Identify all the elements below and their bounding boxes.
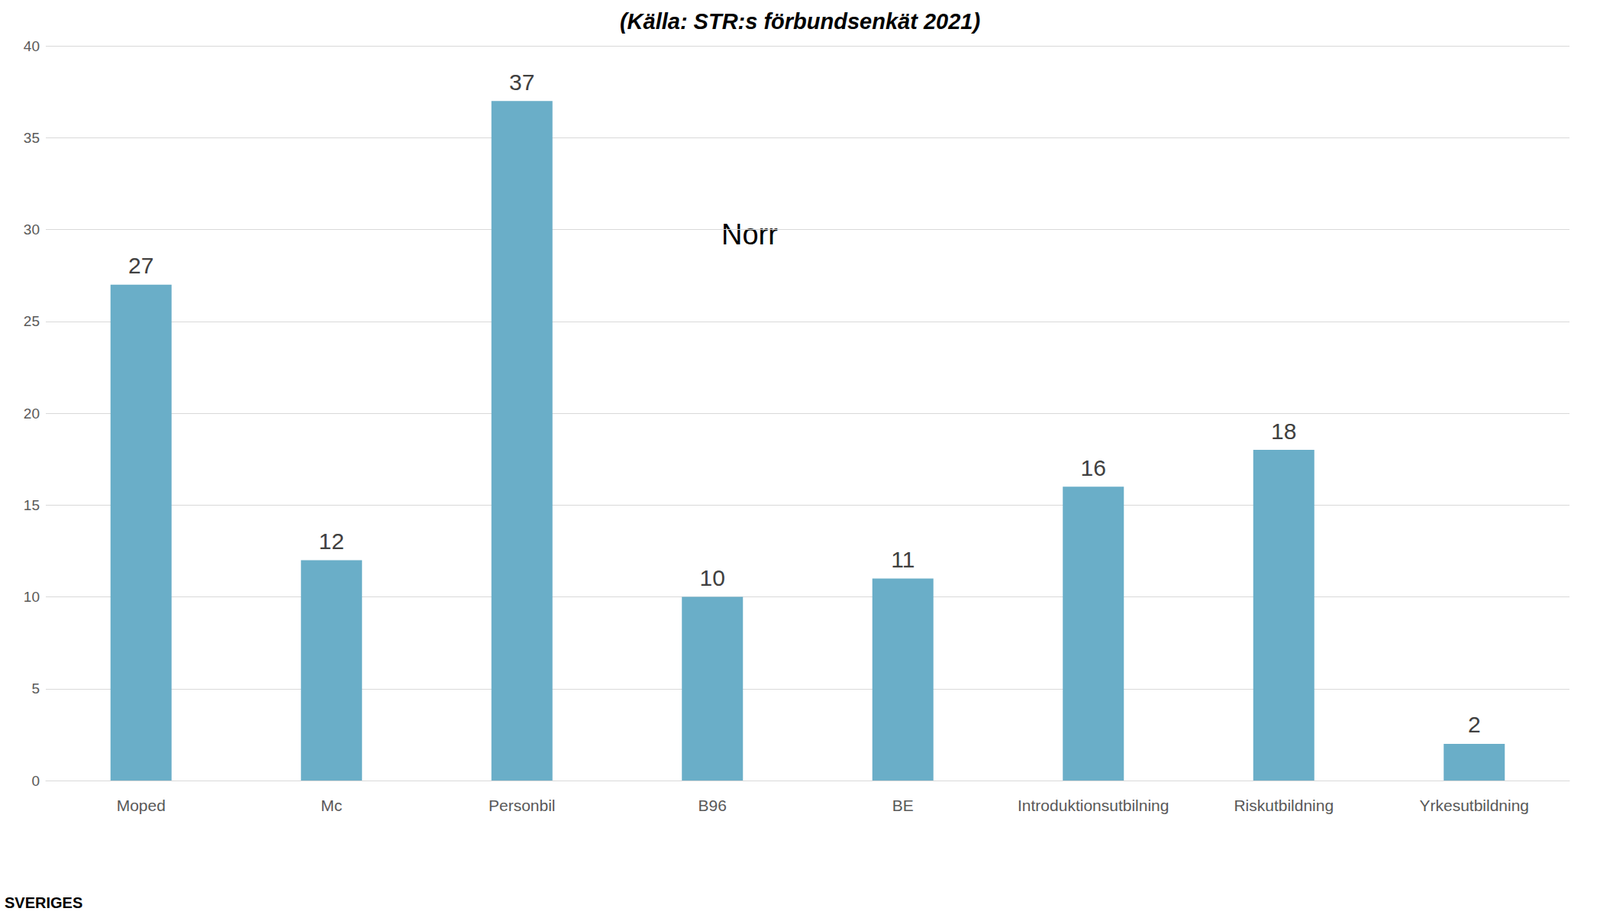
- svg-text:16: 16: [1080, 454, 1107, 481]
- svg-text:SVERIGES: SVERIGES: [4, 893, 83, 911]
- svg-text:BE: BE: [892, 796, 914, 814]
- svg-text:12: 12: [319, 528, 345, 554]
- svg-text:25: 25: [23, 312, 40, 330]
- svg-text:(Källa: STR:s förbundsenkät 20: (Källa: STR:s förbundsenkät 2021): [619, 9, 981, 34]
- svg-text:0: 0: [31, 772, 40, 789]
- svg-text:Moped: Moped: [116, 796, 166, 814]
- svg-text:15: 15: [23, 496, 40, 513]
- svg-text:Personbil: Personbil: [488, 796, 556, 814]
- svg-text:2: 2: [1467, 711, 1481, 737]
- svg-text:18: 18: [1270, 418, 1297, 444]
- svg-text:20: 20: [23, 405, 40, 422]
- svg-text:27: 27: [128, 252, 154, 278]
- svg-text:Norr: Norr: [721, 218, 778, 251]
- svg-text:Yrkesutbildning: Yrkesutbildning: [1419, 796, 1530, 814]
- svg-text:40: 40: [23, 38, 40, 55]
- svg-text:11: 11: [890, 546, 915, 572]
- svg-text:Mc: Mc: [320, 796, 342, 814]
- svg-text:10: 10: [23, 588, 40, 605]
- svg-text:37: 37: [509, 69, 535, 95]
- svg-text:30: 30: [23, 221, 40, 238]
- svg-text:Riskutbildning: Riskutbildning: [1233, 796, 1334, 814]
- svg-text:Introduktionsutbilning: Introduktionsutbilning: [1017, 796, 1169, 814]
- svg-text:B96: B96: [698, 796, 727, 814]
- svg-text:10: 10: [700, 564, 726, 591]
- svg-text:35: 35: [23, 129, 40, 146]
- svg-text:5: 5: [31, 680, 40, 697]
